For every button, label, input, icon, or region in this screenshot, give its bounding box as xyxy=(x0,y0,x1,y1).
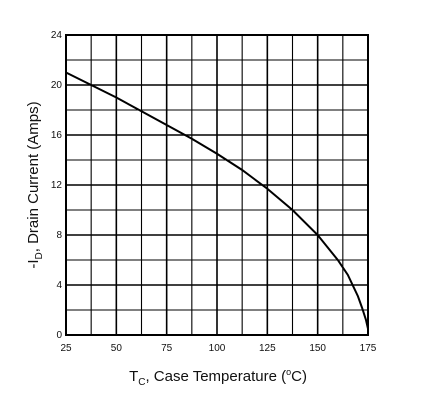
x-axis-title-subscript: C xyxy=(138,377,145,388)
drain-current-curve xyxy=(65,71,369,329)
y-tick-label: 8 xyxy=(56,230,62,241)
y-tick-labels: 0 4 8 12 16 20 24 xyxy=(51,30,63,341)
x-axis-title-main: T xyxy=(129,368,138,385)
x-tick-label: 100 xyxy=(209,343,226,354)
y-tick-label: 4 xyxy=(56,280,62,291)
x-axis-title-text: , Case Temperature ( xyxy=(145,368,286,385)
x-tick-label: 50 xyxy=(111,343,123,354)
x-axis-title-unit: C) xyxy=(291,368,307,385)
x-tick-labels: 25 50 75 100 125 150 175 xyxy=(60,343,376,354)
y-tick-label: 0 xyxy=(56,330,62,341)
y-tick-label: 16 xyxy=(51,130,63,141)
x-tick-label: 125 xyxy=(259,343,276,354)
y-tick-label: 12 xyxy=(51,180,63,191)
x-axis-title: TC, Case Temperature (oC) xyxy=(129,367,307,388)
y-axis-title: -ID, Drain Current (Amps) xyxy=(25,101,45,268)
x-tick-label: 75 xyxy=(161,343,173,354)
x-axis-title-degree: o xyxy=(286,367,291,377)
plot-border xyxy=(65,34,369,336)
x-tick-label: 175 xyxy=(360,343,377,354)
y-axis-title-text: , Drain Current (Amps) xyxy=(25,101,42,252)
x-tick-label: 25 xyxy=(60,343,72,354)
x-tick-label: 150 xyxy=(309,343,326,354)
y-tick-label: 24 xyxy=(51,30,63,41)
grid-lines xyxy=(66,35,368,335)
y-tick-label: 20 xyxy=(51,80,63,91)
y-axis-title-prefix: -I xyxy=(25,259,42,268)
y-axis-title-subscript: D xyxy=(34,252,45,259)
